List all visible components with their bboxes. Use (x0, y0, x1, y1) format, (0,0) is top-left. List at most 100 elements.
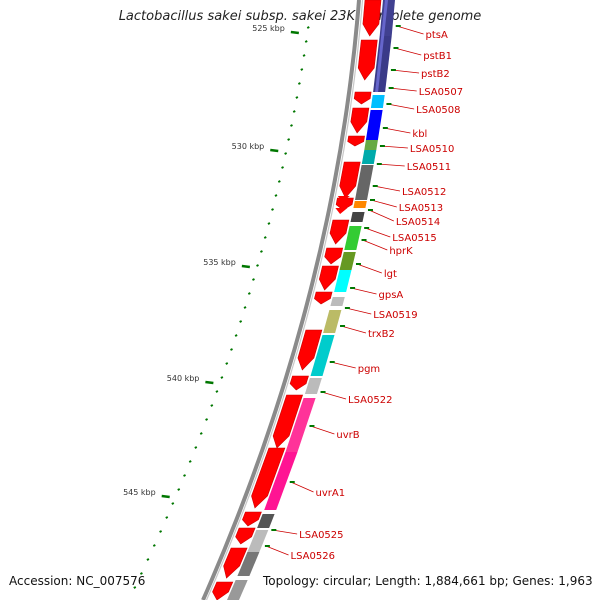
gene-leader-line (310, 425, 335, 435)
scale-minor-tick (243, 306, 247, 309)
gene-label[interactable]: LSA0513 (399, 203, 443, 214)
forward-gene-arrow[interactable] (329, 219, 350, 245)
feature-block[interactable] (264, 452, 298, 510)
gene-leader-line (362, 239, 388, 251)
gene-label[interactable]: LSA0522 (348, 395, 392, 406)
gene-label[interactable]: lgt (384, 269, 397, 280)
feature-block[interactable] (370, 95, 385, 108)
feature-block[interactable] (323, 310, 342, 333)
feature-block[interactable] (285, 398, 316, 452)
scale-minor-tick (146, 558, 150, 561)
gene-leader-line (265, 545, 289, 556)
feature-block[interactable] (310, 335, 335, 376)
gene-label[interactable]: LSA0511 (407, 162, 451, 173)
gene-label[interactable]: gpsA (379, 290, 404, 301)
gene-label[interactable]: LSA0525 (299, 530, 343, 541)
scale-minor-tick (287, 138, 291, 141)
scale-major-tick (205, 380, 214, 385)
forward-gene-arrow[interactable] (289, 375, 309, 391)
scale-minor-tick (239, 320, 243, 323)
forward-gene-arrow[interactable] (339, 161, 361, 199)
forward-gene-arrow[interactable] (272, 394, 304, 449)
gene-label[interactable]: ptsA (426, 30, 448, 41)
feature-block[interactable] (334, 270, 352, 292)
gene-leader-line (396, 25, 424, 35)
gene-label[interactable]: pstB2 (421, 69, 450, 80)
gene-leader-line (391, 69, 420, 74)
scale-minor-tick (133, 586, 137, 589)
feature-block[interactable] (330, 297, 345, 306)
forward-gene-arrow[interactable] (212, 581, 234, 600)
feature-block[interactable] (237, 552, 260, 576)
forward-gene-arrow[interactable] (251, 447, 286, 509)
accession-label: Accession: NC_007576 (9, 574, 146, 588)
gene-label[interactable]: uvrA1 (316, 488, 346, 499)
scale-minor-tick (234, 334, 238, 337)
scale-minor-tick (230, 348, 233, 351)
forward-gene-arrow[interactable] (318, 265, 339, 291)
forward-gene-arrow[interactable] (362, 0, 382, 37)
scale-minor-tick (159, 530, 163, 533)
scale-label: 545 kbp (123, 488, 156, 497)
feature-block[interactable] (350, 212, 365, 222)
gene-label[interactable]: pstB1 (423, 51, 452, 62)
feature-block[interactable] (344, 226, 362, 250)
gene-label[interactable]: LSA0508 (416, 105, 460, 116)
scale-minor-tick (215, 390, 219, 393)
scale-minor-tick (306, 26, 310, 29)
scale-minor-tick (292, 110, 296, 113)
scale-label: 525 kbp (252, 24, 285, 33)
forward-gene-arrow[interactable] (324, 247, 344, 265)
feature-block[interactable] (339, 252, 356, 270)
topology-label: Topology: circular; Length: 1,884,661 bp… (263, 574, 593, 588)
forward-gene-arrow[interactable] (337, 196, 350, 202)
scale-minor-tick (256, 264, 259, 267)
gene-label[interactable]: LSA0507 (419, 87, 463, 98)
feature-block[interactable] (365, 110, 383, 140)
gene-label[interactable]: LSA0510 (410, 144, 454, 155)
forward-gene-arrow[interactable] (335, 208, 348, 214)
scale-minor-tick (199, 432, 203, 435)
forward-gene-arrow[interactable] (223, 547, 248, 579)
forward-gene-arrow[interactable] (357, 39, 378, 81)
forward-gene-arrow[interactable] (347, 135, 365, 147)
feature-block[interactable] (304, 378, 322, 394)
feature-block[interactable] (247, 530, 269, 552)
backbone-line (201, 0, 361, 600)
feature-block[interactable] (353, 201, 367, 208)
feature-block[interactable] (227, 580, 248, 600)
feature-block[interactable] (361, 150, 377, 164)
gene-label[interactable]: LSA0514 (396, 217, 440, 228)
forward-gene-arrow[interactable] (350, 107, 370, 134)
gene-leader-line (340, 325, 367, 334)
gene-label[interactable]: LSA0519 (373, 310, 417, 321)
forward-gene-arrow[interactable] (314, 291, 333, 305)
scale-minor-tick (194, 446, 198, 449)
gene-label[interactable]: pgm (358, 364, 380, 375)
forward-gene-arrow[interactable] (336, 202, 349, 208)
gene-label[interactable]: kbl (412, 129, 427, 140)
backbone-edge (205, 0, 364, 600)
scale-minor-tick (267, 222, 271, 225)
forward-gene-arrow[interactable] (235, 527, 256, 545)
gene-label[interactable]: hprK (389, 246, 413, 257)
scale-minor-tick (274, 194, 278, 197)
scale-minor-tick (300, 68, 304, 71)
scale-minor-tick (171, 502, 175, 505)
gene-label[interactable]: LSA0526 (291, 551, 335, 562)
scale-major-tick (241, 264, 251, 269)
gene-label[interactable]: uvrB (336, 430, 359, 441)
feature-block[interactable] (257, 514, 275, 528)
forward-gene-arrow[interactable] (353, 91, 372, 105)
forward-gene-arrow[interactable] (242, 511, 262, 527)
gene-leader-line (321, 391, 347, 400)
feature-block[interactable] (355, 165, 374, 200)
scale-major-tick (161, 494, 170, 499)
feature-block[interactable] (364, 140, 378, 150)
gene-label[interactable]: LSA0512 (402, 187, 446, 198)
gene-label[interactable]: trxB2 (368, 329, 395, 340)
forward-gene-arrow[interactable] (297, 329, 323, 371)
gene-label[interactable]: LSA0515 (392, 233, 436, 244)
gene-leader-line (350, 287, 377, 295)
scale-label: 535 kbp (203, 258, 236, 267)
